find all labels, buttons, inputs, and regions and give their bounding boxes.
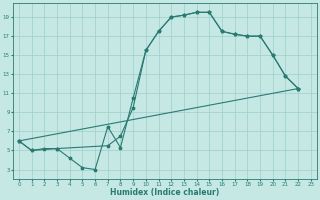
X-axis label: Humidex (Indice chaleur): Humidex (Indice chaleur)	[110, 188, 220, 197]
